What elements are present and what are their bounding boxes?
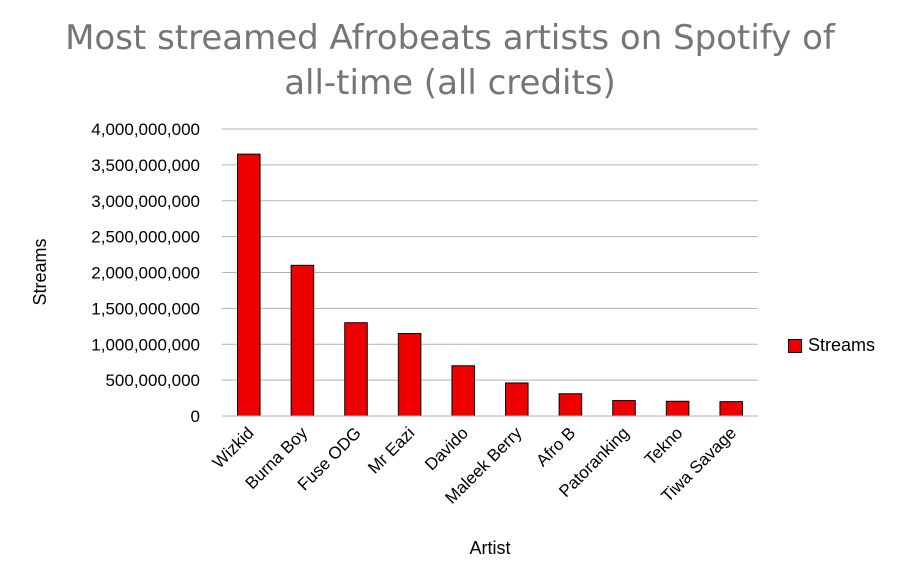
chart-title: Most streamed Afrobeats artists on Spoti… [0,16,900,106]
legend: Streams [788,335,875,356]
y-tick-label: 1,500,000,000 [91,299,200,318]
y-axis-tick-labels: 0 500,000,000 1,000,000,000 1,500,000,000 2,… [91,120,200,426]
chart-title-line-2: all-time (all credits) [284,63,616,103]
y-tick-label: 500,000,000 [105,371,200,390]
x-tick-label: Mr Eazi [364,423,418,477]
y-tick-label: 3,500,000,000 [91,156,200,175]
bar [290,264,315,417]
bar [451,365,475,417]
y-tick-label: 3,000,000,000 [91,192,200,211]
bar [665,400,690,417]
x-tick-label: Wizkid [209,423,258,472]
y-tick-label: 2,500,000,000 [91,228,200,247]
y-tick-label: 2,000,000,000 [91,264,200,283]
legend-swatch [788,338,802,353]
gridlines [222,128,758,381]
bar [558,393,583,417]
bar [719,401,743,417]
bar [344,322,368,417]
x-tick-label: Davido [421,423,472,474]
bars [237,153,743,417]
y-tick-label: 1,000,000,000 [91,335,200,354]
x-tick-label: Tekno [641,423,687,469]
chart-title-line-1: Most streamed Afrobeats artists on Spoti… [65,18,835,58]
bar [612,400,636,417]
y-tick-label: 0 [191,407,200,426]
bar [505,382,529,417]
x-axis-title: Artist [469,538,510,558]
bar [397,332,422,417]
legend-label: Streams [808,335,876,355]
x-tick-label: Afro B [532,423,579,470]
bar [237,153,261,417]
y-tick-label: 4,000,000,000 [91,120,200,139]
y-axis-title: Streams [30,238,50,305]
